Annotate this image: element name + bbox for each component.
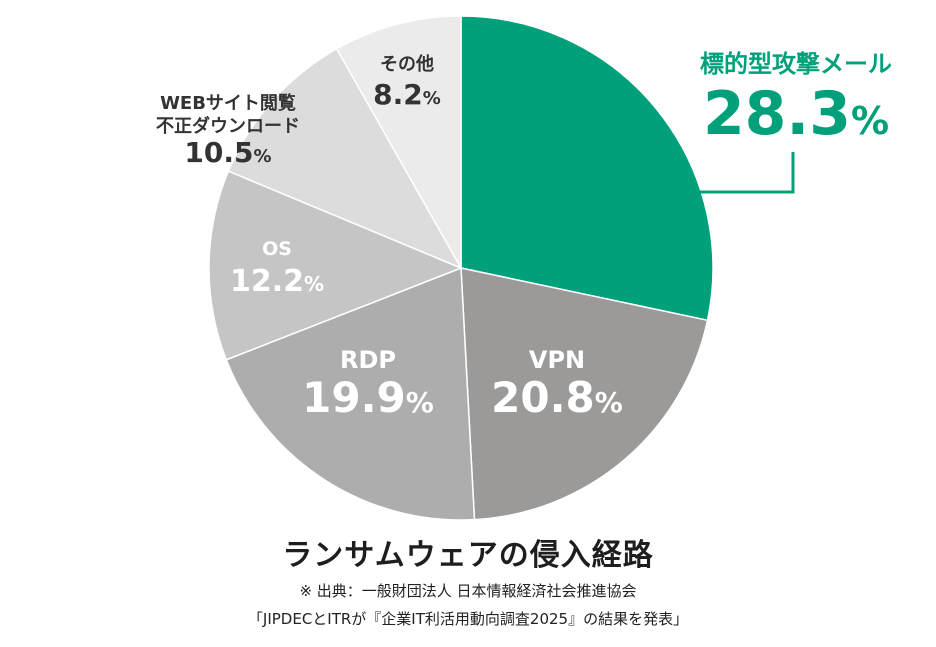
pie-slice-0: [460, 15, 714, 322]
source-note-line2: 「JIPDECとITRが『企業IT利活用動向調査2025』の結果を発表」: [247, 610, 689, 628]
slice-value-0: 28.3%: [703, 79, 889, 149]
slice-name-5: その他: [380, 53, 434, 75]
source-note-line1: ※ 出典：一般財団法人 日本情報経済社会推進協会: [299, 582, 637, 600]
percent-sign: %: [254, 146, 272, 167]
pie-slice-2: [225, 266, 476, 521]
slice-name-0: 標的型攻撃メール: [700, 50, 892, 78]
percent-sign: %: [851, 99, 889, 143]
pie-slice-4: [227, 47, 463, 270]
leader-line: [700, 152, 795, 194]
percent-sign: %: [304, 272, 324, 296]
pie-slice-5: [335, 15, 462, 271]
slice-value-1: 20.8%: [491, 373, 623, 422]
slice-name-2: RDP: [340, 346, 396, 374]
slice-name-1: VPN: [529, 346, 585, 374]
pie-slice-3: [208, 170, 464, 361]
slice-name-3: OS: [262, 238, 292, 260]
pie-slice-1: [460, 267, 709, 521]
percent-sign: %: [406, 386, 434, 419]
slice-name-4-line2: 不正ダウンロード: [156, 115, 300, 137]
slice-name-4-line1: WEBサイト閲覧: [160, 92, 296, 114]
percent-sign: %: [423, 88, 441, 109]
percent-sign: %: [595, 386, 623, 419]
chart-title: ランサムウェアの侵入経路: [282, 538, 654, 573]
